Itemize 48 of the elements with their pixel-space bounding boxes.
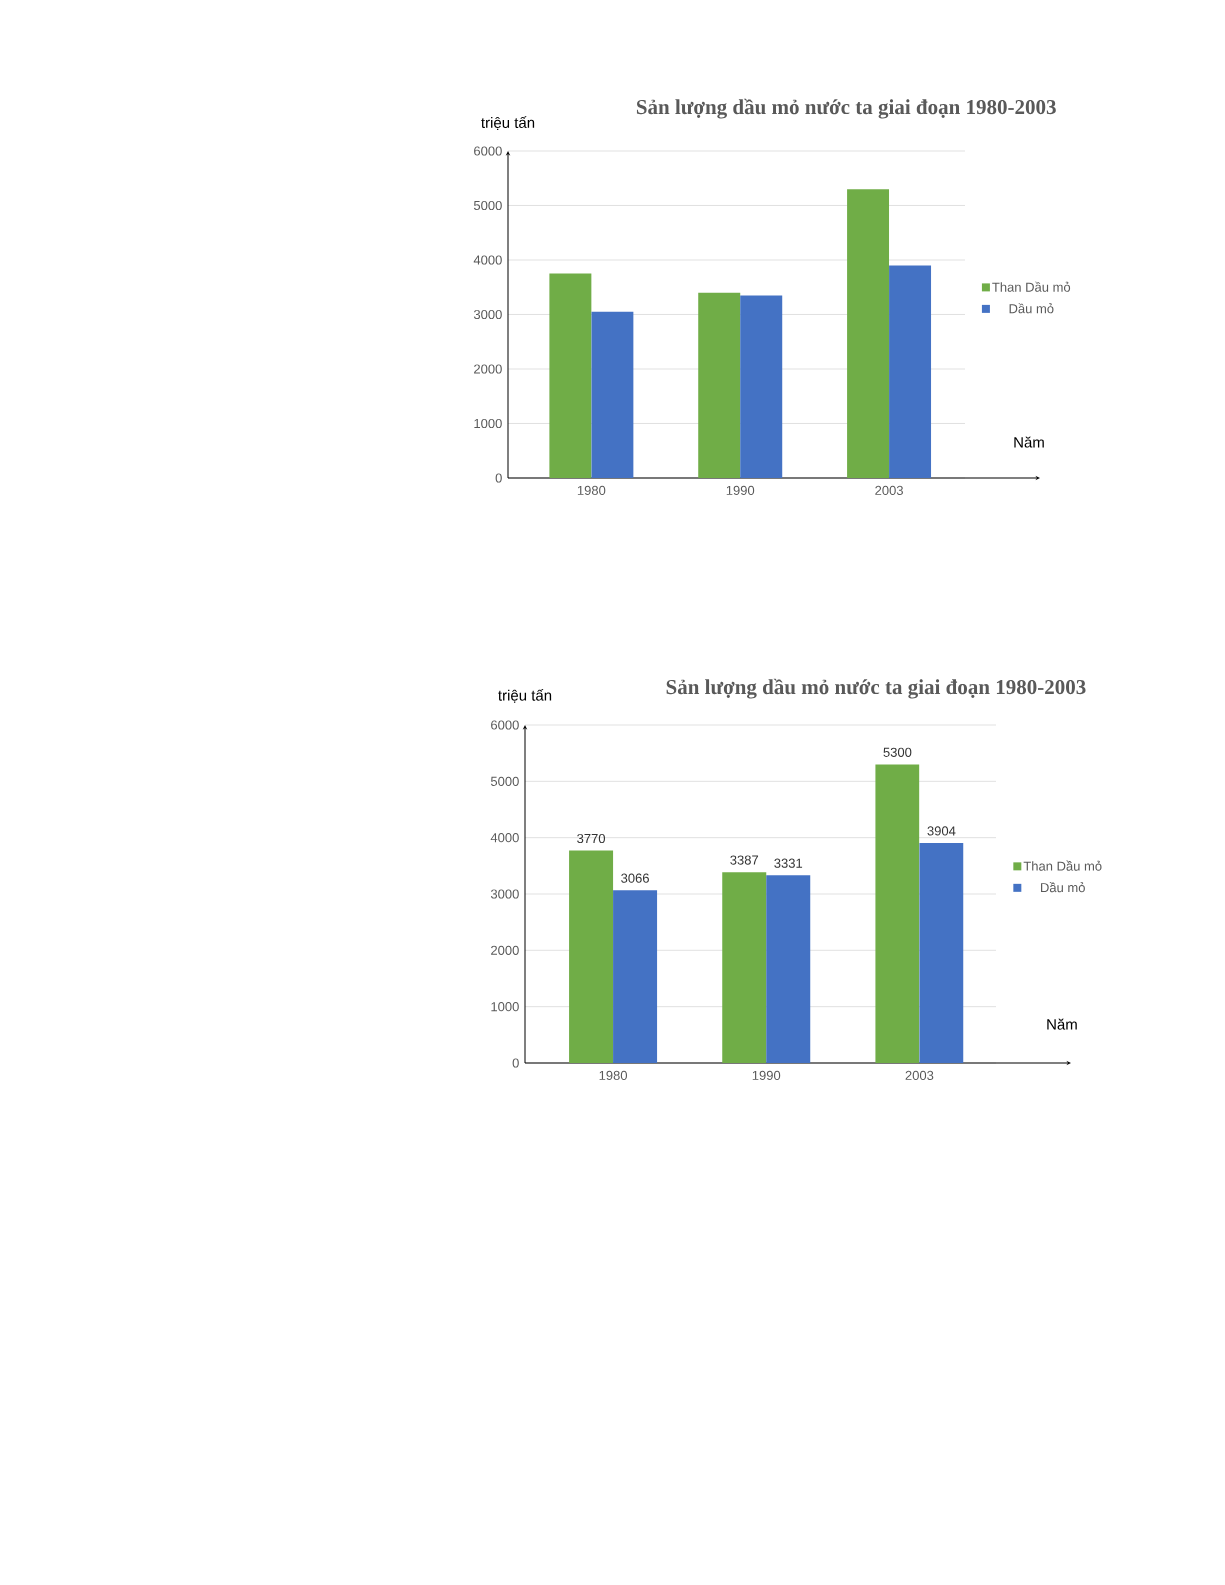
y-tick-label: 0 [495, 473, 502, 483]
bar [766, 875, 811, 1063]
legend-label: Dầu mỏ [1009, 303, 1054, 314]
y-tick-label: 5000 [473, 200, 502, 211]
x-tick-label: 1990 [726, 485, 755, 495]
y-tick-label: 4000 [490, 833, 519, 843]
chart-title: Sản lượng dầu mỏ nước ta giai đoạn 1980-2003 [636, 98, 1056, 119]
y-tick-label: 3000 [490, 889, 519, 899]
x-tick-label: 2003 [875, 485, 903, 495]
x-tick-label: 1990 [752, 1070, 781, 1080]
y-axis-title: triệu tấn [498, 689, 552, 703]
data-label: 3904 [927, 826, 956, 836]
y-tick-label: 2000 [474, 364, 502, 374]
y-tick-label: 0 [512, 1058, 519, 1068]
y-axis-title: triệu tấn [481, 116, 535, 131]
legend-label: Dầu mỏ [1041, 882, 1085, 893]
legend-label: Than Dầu mỏ [992, 281, 1071, 292]
x-axis-title: Năm [1047, 1018, 1077, 1030]
y-tick-label: 5000 [490, 776, 519, 786]
data-label: 3331 [774, 858, 803, 868]
y-tick-label: 1000 [491, 1002, 519, 1012]
y-tick-label: 4000 [473, 255, 502, 265]
y-tick-label: 2000 [491, 945, 519, 955]
bar [722, 872, 767, 1063]
bar [919, 843, 964, 1063]
x-tick-label: 1980 [599, 1070, 628, 1080]
y-tick-label: 1000 [474, 418, 502, 429]
data-label: 3387 [730, 855, 759, 865]
data-label: 3770 [577, 833, 606, 844]
x-tick-label: 1980 [577, 485, 606, 495]
y-tick-label: 6000 [474, 146, 502, 156]
data-label: 5300 [883, 747, 912, 757]
data-label: 3066 [621, 873, 649, 883]
x-axis-title: Năm [1014, 436, 1044, 448]
bar [591, 311, 634, 478]
bar [740, 295, 783, 478]
bar [613, 890, 658, 1063]
bar [549, 273, 592, 478]
bar [847, 189, 890, 478]
y-tick-label: 6000 [491, 720, 519, 730]
y-tick-label: 3000 [473, 309, 502, 320]
bar [569, 850, 614, 1063]
bar [889, 265, 932, 478]
x-tick-label: 2003 [905, 1070, 934, 1080]
bar [875, 764, 920, 1063]
legend-label: Than Dầu mỏ [1023, 860, 1102, 871]
chart-title: Sản lượng dầu mỏ nước ta giai đoạn 1980-2003 [666, 678, 1086, 699]
bar [698, 292, 741, 478]
